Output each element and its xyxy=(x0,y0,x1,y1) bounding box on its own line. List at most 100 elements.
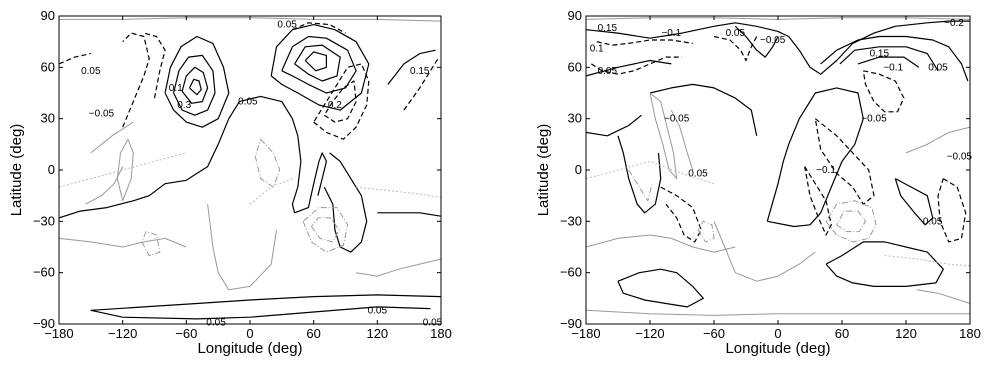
contour-line xyxy=(937,178,967,243)
x-tick-label: −180 xyxy=(571,326,600,341)
contour-line xyxy=(387,49,436,85)
contour-line xyxy=(825,200,877,243)
y-tick-label: 30 xyxy=(41,111,55,126)
contour-line xyxy=(59,95,302,219)
contour-line xyxy=(313,63,370,140)
contour-line xyxy=(697,220,715,243)
contour-value-label: 0.1 xyxy=(169,83,183,94)
contour-line xyxy=(356,186,441,198)
contour-line xyxy=(59,152,187,188)
contour-line xyxy=(649,83,758,136)
contour-line xyxy=(916,289,970,304)
contour-line xyxy=(90,306,431,320)
y-tick-label: −60 xyxy=(560,265,582,280)
contour-line xyxy=(713,35,758,62)
contour-line xyxy=(141,231,161,257)
contour-line xyxy=(734,25,779,58)
contour-line xyxy=(207,204,277,291)
contour-line xyxy=(323,152,368,253)
contour-line xyxy=(356,258,441,277)
contour-line xyxy=(820,35,969,82)
contour-line xyxy=(836,210,866,233)
contour-line xyxy=(670,109,694,171)
contour-line xyxy=(188,78,202,96)
y-tick-label: 90 xyxy=(568,8,582,23)
contour-line xyxy=(814,118,875,205)
contour-value-label: −0.1 xyxy=(883,62,903,73)
contour-value-label: 0.05 xyxy=(726,28,746,39)
contour-value-label: −0.2 xyxy=(944,18,964,29)
y-tick-label: 0 xyxy=(575,162,582,177)
contour-line xyxy=(323,80,357,123)
contour-value-label: −0.05 xyxy=(760,35,786,46)
contour-lines xyxy=(59,17,441,320)
contour-line xyxy=(894,178,934,226)
contour-line xyxy=(586,59,672,77)
y-tick-label: −60 xyxy=(33,265,55,280)
x-axis-label: Longitude (deg) xyxy=(725,340,830,357)
contour-line xyxy=(90,121,134,154)
y-tick-label: −90 xyxy=(560,316,582,331)
contour-value-label: 0.05 xyxy=(928,62,948,73)
contour-value-label: 0.15 xyxy=(870,49,890,60)
x-tick-label: −180 xyxy=(44,326,73,341)
y-tick-label: −90 xyxy=(33,316,55,331)
contour-line xyxy=(311,217,340,243)
y-tick-label: −30 xyxy=(33,213,55,228)
x-tick-label: −60 xyxy=(175,326,197,341)
contour-line xyxy=(164,35,230,128)
x-tick-label: −60 xyxy=(703,326,725,341)
x-tick-label: 120 xyxy=(895,326,917,341)
x-tick-label: 60 xyxy=(306,326,320,341)
x-tick-label: 180 xyxy=(430,326,452,341)
contour-value-label: 0.1 xyxy=(590,44,604,55)
x-tick-label: 180 xyxy=(959,326,981,341)
contour-value-label: 0.05 xyxy=(238,97,258,108)
contour-lines xyxy=(586,17,970,316)
x-tick-label: 60 xyxy=(835,326,849,341)
contour-line xyxy=(766,87,864,228)
contour-line xyxy=(660,186,702,243)
contour-value-label: 0.05 xyxy=(923,216,943,227)
contour-value-label: 0.05 xyxy=(81,66,101,77)
contour-value-label: −0.05 xyxy=(89,109,115,120)
x-axis-label: Longitude (deg) xyxy=(197,340,302,357)
contour-value-label: −0.05 xyxy=(947,151,973,162)
y-tick-label: 90 xyxy=(41,8,55,23)
contour-line xyxy=(377,212,441,217)
contour-line xyxy=(649,92,678,180)
contour-line xyxy=(90,294,441,311)
contour-line xyxy=(586,309,970,316)
contour-line xyxy=(173,54,216,116)
contour-line xyxy=(825,241,944,287)
contour-line xyxy=(713,221,816,282)
contour-line xyxy=(302,207,349,253)
contour-line xyxy=(590,56,682,75)
contour-value-label: 0.15 xyxy=(410,66,430,77)
contour-line xyxy=(596,39,693,46)
contour-line xyxy=(617,268,704,308)
contour-line xyxy=(181,66,209,104)
x-tick-label: −120 xyxy=(635,326,664,341)
y-tick-label: 30 xyxy=(568,111,582,126)
contour-value-label: 0.05 xyxy=(598,66,618,77)
contour-value-label: 0.05 xyxy=(688,168,708,179)
contour-value-label: 0.15 xyxy=(598,23,618,34)
contour-line xyxy=(617,135,662,214)
contour-line xyxy=(249,178,293,205)
contour-line xyxy=(586,234,736,253)
contour-line xyxy=(143,32,166,99)
x-tick-label: 0 xyxy=(246,326,253,341)
left-contour-panel: −180 −120 −60 0 60 120 180 −90 −60 −30 0 30 60 90 Long… xyxy=(8,8,452,357)
contour-line xyxy=(884,255,970,267)
contour-line xyxy=(292,22,346,34)
contour-line xyxy=(116,138,134,201)
contour-value-label: 0.05 xyxy=(423,317,443,328)
contour-line xyxy=(254,138,281,188)
contour-line xyxy=(804,166,832,236)
contour-line xyxy=(59,53,91,65)
plot-frame xyxy=(58,15,442,325)
x-tick-label: −120 xyxy=(108,326,137,341)
contour-line xyxy=(281,35,357,94)
